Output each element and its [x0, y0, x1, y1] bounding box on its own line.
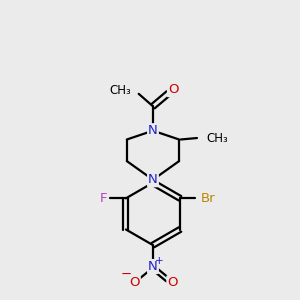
Text: Br: Br [201, 192, 215, 205]
Text: O: O [168, 83, 178, 96]
Text: N: N [148, 124, 158, 137]
Text: N: N [148, 173, 158, 186]
Text: N: N [148, 260, 158, 273]
Text: CH₃: CH₃ [206, 131, 228, 145]
Text: O: O [129, 276, 140, 290]
Text: CH₃: CH₃ [109, 84, 131, 97]
Text: F: F [99, 192, 107, 205]
Text: +: + [154, 256, 163, 266]
Text: −: − [121, 268, 132, 281]
Text: O: O [167, 276, 178, 290]
